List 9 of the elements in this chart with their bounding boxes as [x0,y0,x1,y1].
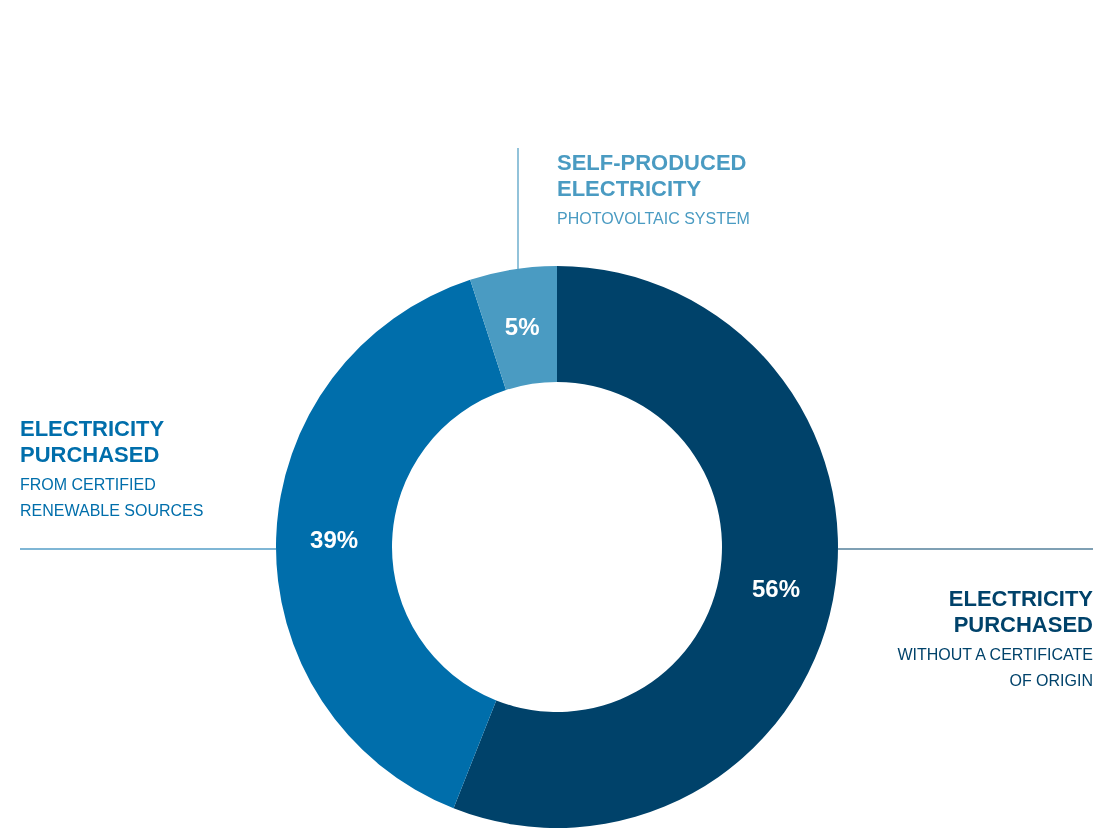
data-label: 39% [310,526,359,554]
slice-label: ELECTRICITY PURCHASED [20,416,165,467]
text: FROM CERTIFIED RENEWABLE SOURCES [20,476,204,519]
text: WITHOUT A CERTIFICATE OF ORIGIN [897,646,1093,689]
data-label: 5% [504,313,540,341]
text: PHOTOVOLTAIC SYSTEM [557,210,750,227]
data-label: 56% [752,575,801,603]
slice-label: ELECTRICITY PURCHASED [948,586,1094,637]
slice-label: SELF-PRODUCED ELECTRICITY [557,150,747,201]
